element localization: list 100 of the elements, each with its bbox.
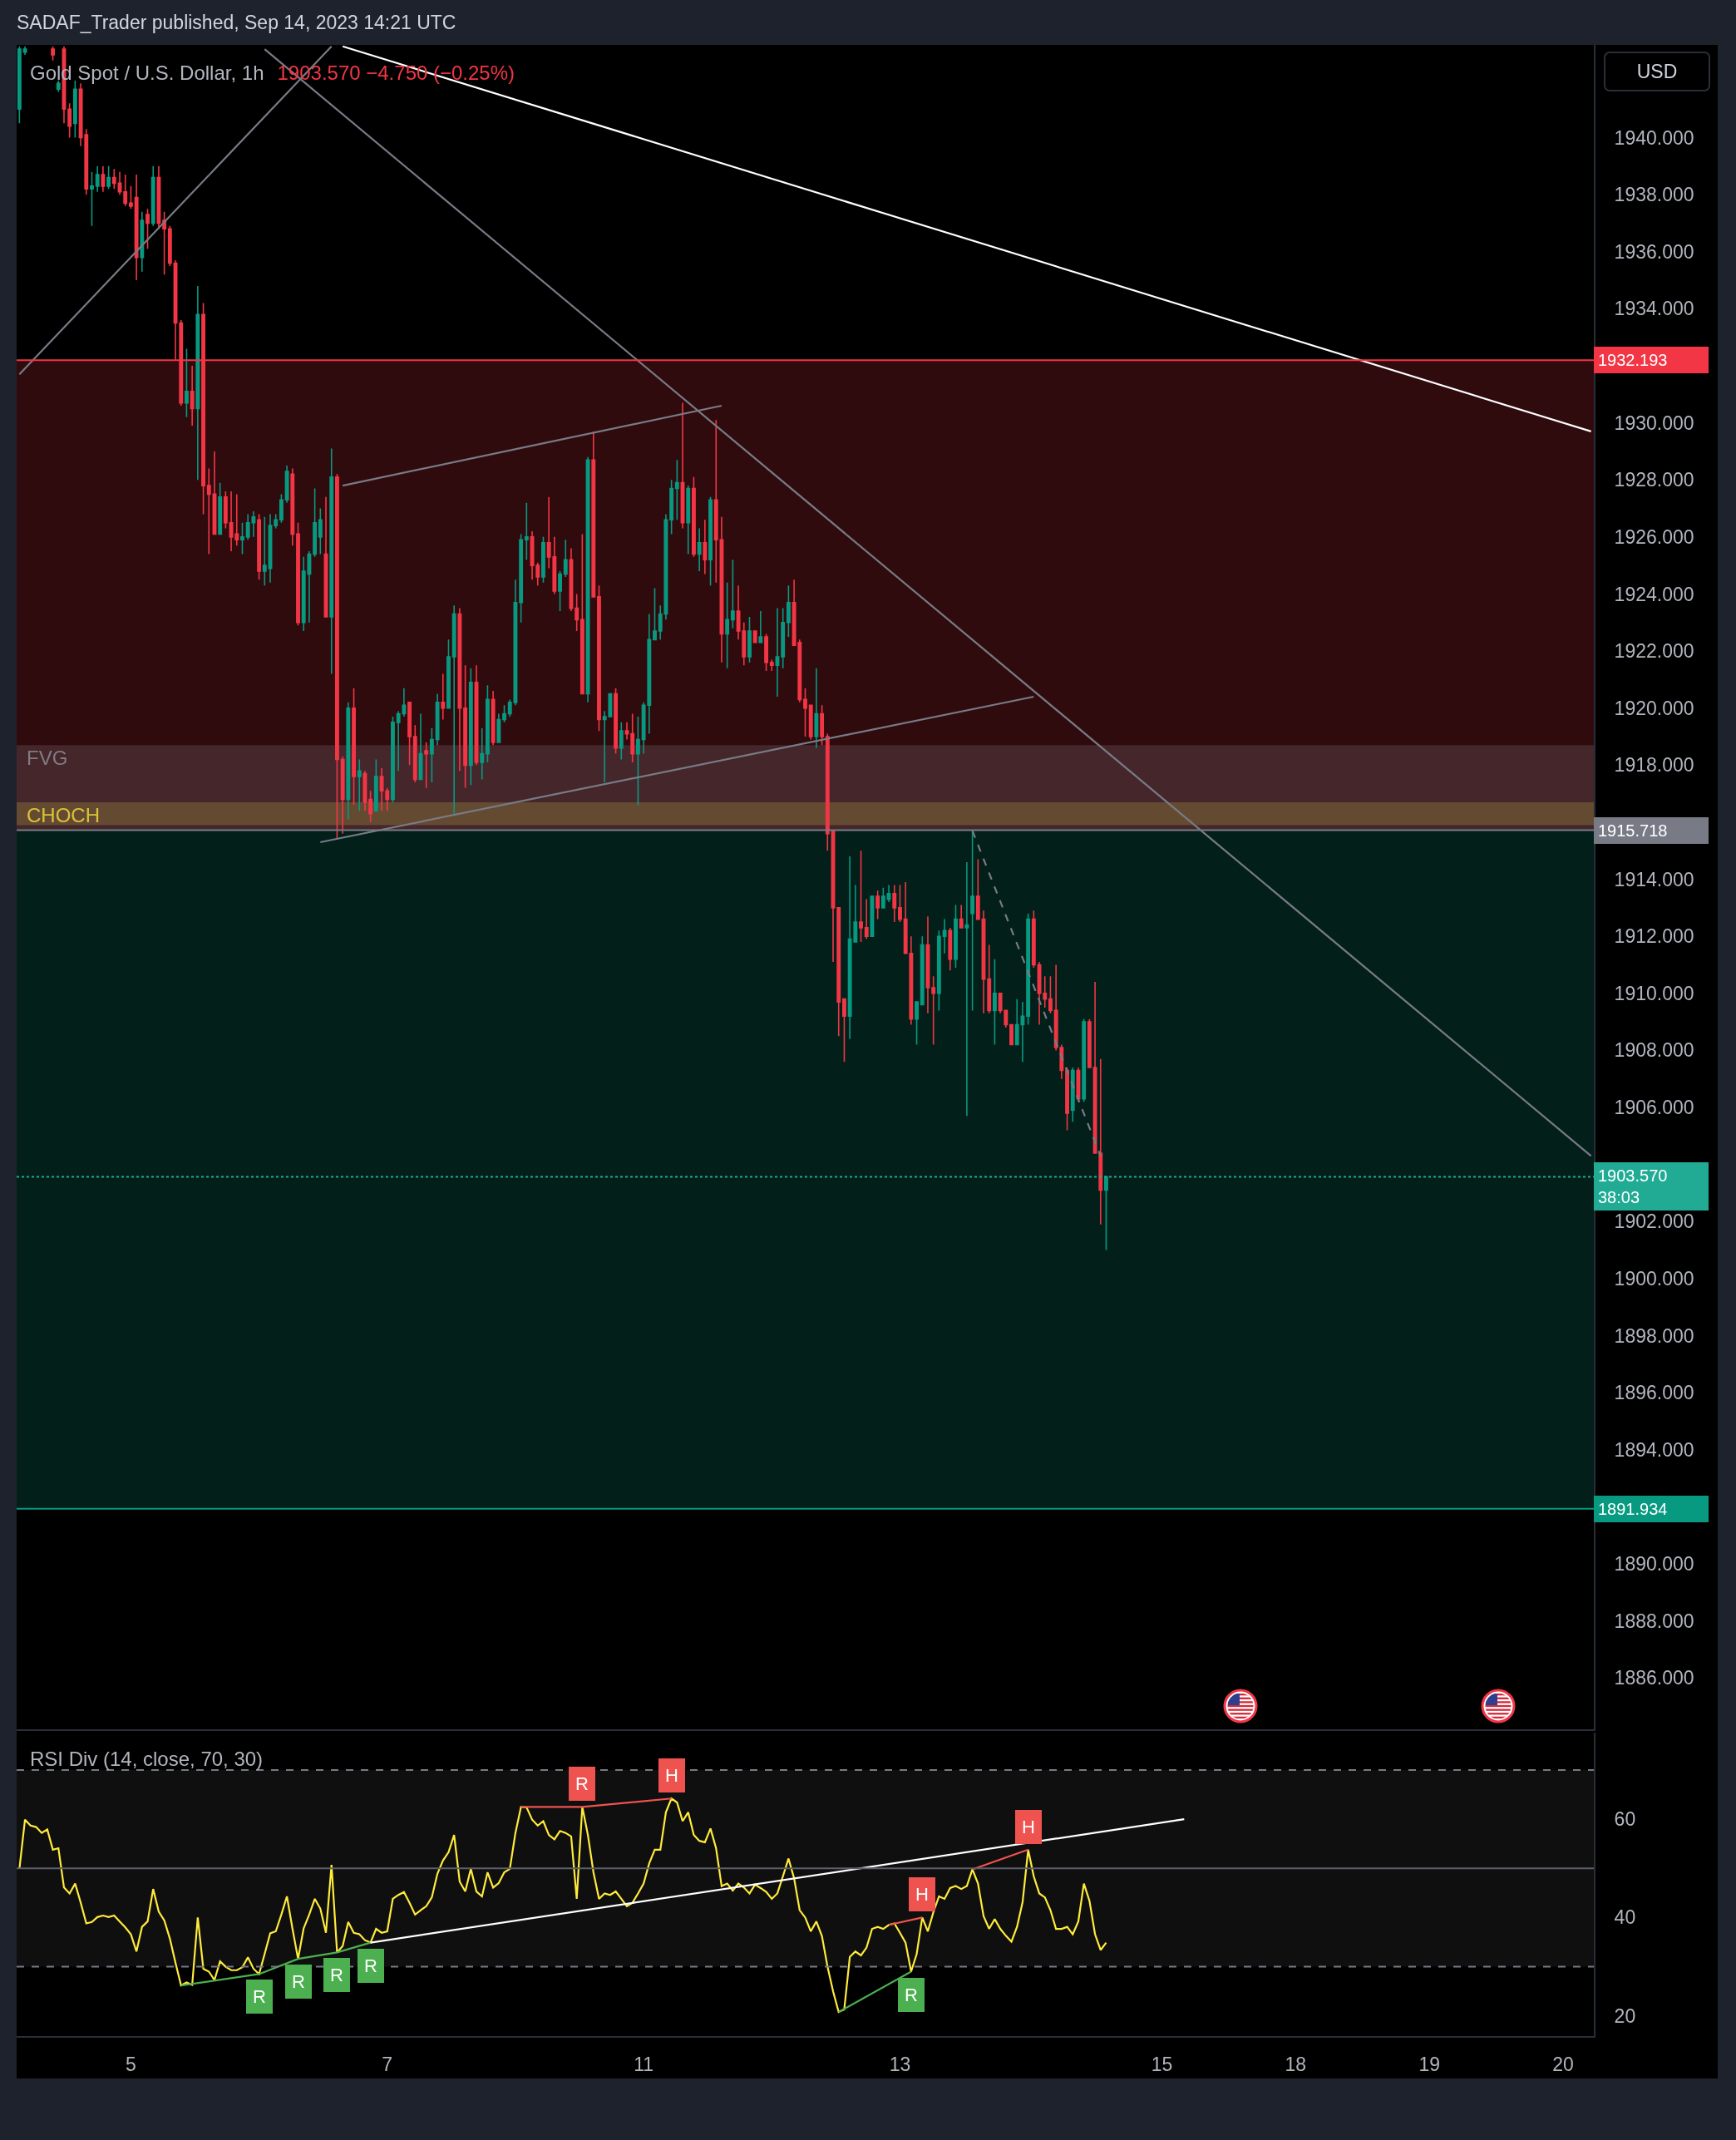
candlestick	[167, 225, 172, 267]
ref-line-label: 1891.934	[1598, 1500, 1668, 1518]
y-tick-label: 60	[1614, 1808, 1636, 1831]
candlestick	[635, 716, 640, 806]
y-tick-label: 1920.000	[1614, 697, 1694, 719]
candlestick	[519, 533, 524, 624]
x-tick-label: 18	[1285, 2053, 1307, 2075]
candlestick	[719, 516, 724, 663]
text: SADAF_Trader published, Sep 14, 2023 14:21 UTC	[17, 12, 456, 34]
candlestick	[1009, 1023, 1013, 1046]
candlestick	[535, 561, 540, 586]
candlestick	[630, 713, 635, 763]
candlestick	[257, 513, 262, 581]
candlestick	[713, 419, 718, 584]
candlestick	[669, 479, 674, 535]
candlestick	[831, 830, 836, 963]
candlestick	[975, 858, 980, 920]
y-tick-label: 1914.000	[1614, 868, 1694, 890]
candlestick	[619, 722, 624, 761]
candlestick	[441, 673, 446, 721]
candlestick	[1087, 1018, 1092, 1068]
candlestick	[72, 80, 77, 139]
y-tick-label: 1886.000	[1614, 1667, 1694, 1689]
band-label: CHOCH	[27, 804, 100, 826]
candlestick	[323, 496, 328, 618]
candlestick	[875, 890, 880, 920]
ref-line-label: 1903.570 38:03	[1598, 1166, 1668, 1206]
y-tick-label: 1910.000	[1614, 982, 1694, 1004]
data-label: R	[253, 1986, 266, 2007]
candlestick	[1048, 975, 1053, 1014]
candlestick	[959, 904, 964, 929]
candlestick	[446, 639, 451, 709]
candlestick	[429, 727, 434, 783]
candlestick	[781, 607, 786, 669]
candlestick	[391, 716, 395, 803]
x-tick-label: 19	[1418, 2053, 1441, 2075]
candlestick	[808, 704, 813, 741]
candlestick	[708, 496, 713, 586]
candlestick	[915, 1001, 920, 1046]
ref-line-label: 1915.718	[1598, 821, 1668, 840]
candlestick	[1092, 981, 1097, 1154]
candlestick	[150, 165, 155, 227]
candlestick	[614, 687, 619, 755]
candlestick	[185, 348, 189, 418]
candlestick	[435, 693, 440, 747]
data-label: H	[665, 1765, 678, 1786]
candlestick	[190, 365, 195, 427]
candlestick	[1065, 1067, 1069, 1132]
candlestick	[451, 604, 456, 815]
candlestick	[362, 770, 367, 812]
band-label: FVG	[27, 747, 68, 769]
candlestick	[892, 884, 897, 923]
candlestick	[218, 481, 223, 535]
candlestick	[758, 610, 763, 643]
candlestick	[920, 935, 925, 1006]
candlestick	[128, 185, 133, 210]
candlestick	[195, 285, 200, 481]
text: RSI Div (14, close, 70, 30)	[30, 1748, 264, 1771]
candlestick	[329, 447, 334, 675]
candlestick	[1031, 910, 1036, 969]
y-tick-label: 1924.000	[1614, 583, 1694, 605]
candlestick	[318, 507, 323, 555]
candlestick	[814, 667, 819, 749]
candlestick	[101, 165, 106, 193]
candlestick	[457, 607, 462, 772]
data-label: R	[364, 1955, 377, 1976]
y-tick-label: 1908.000	[1614, 1039, 1694, 1062]
candlestick	[296, 521, 300, 627]
candlestick	[820, 704, 825, 747]
y-tick-label: 1928.000	[1614, 469, 1694, 491]
candlestick	[530, 530, 535, 581]
candlestick	[412, 724, 417, 783]
candlestick	[368, 790, 373, 823]
candlestick	[575, 593, 579, 632]
y-tick-label: 1900.000	[1614, 1267, 1694, 1289]
candlestick	[463, 664, 468, 789]
line-series	[18, 1797, 1107, 2014]
candlestick	[585, 456, 590, 703]
candlestick	[373, 758, 378, 812]
candlestick	[95, 165, 100, 193]
y-tick-label: 1918.000	[1614, 754, 1694, 777]
candlestick	[17, 45, 22, 125]
candlestick	[836, 907, 841, 1038]
candlestick	[942, 918, 947, 954]
x-tick-label: 7	[382, 2053, 393, 2075]
candlestick	[212, 451, 217, 535]
candlestick	[496, 713, 501, 743]
x-tick-label: 13	[889, 2053, 911, 2075]
y-tick-label: 1934.000	[1614, 298, 1694, 320]
candlestick	[936, 929, 941, 1012]
candlestick	[106, 165, 111, 190]
y-tick-label: 1898.000	[1614, 1324, 1694, 1347]
candlestick	[841, 998, 846, 1063]
candlestick	[485, 684, 490, 763]
data-label: R	[330, 1965, 343, 1985]
y-tick-label: 40	[1614, 1906, 1636, 1929]
candlestick	[691, 476, 696, 558]
candlestick	[674, 459, 679, 521]
candlestick	[468, 667, 473, 786]
candlestick	[279, 493, 284, 524]
